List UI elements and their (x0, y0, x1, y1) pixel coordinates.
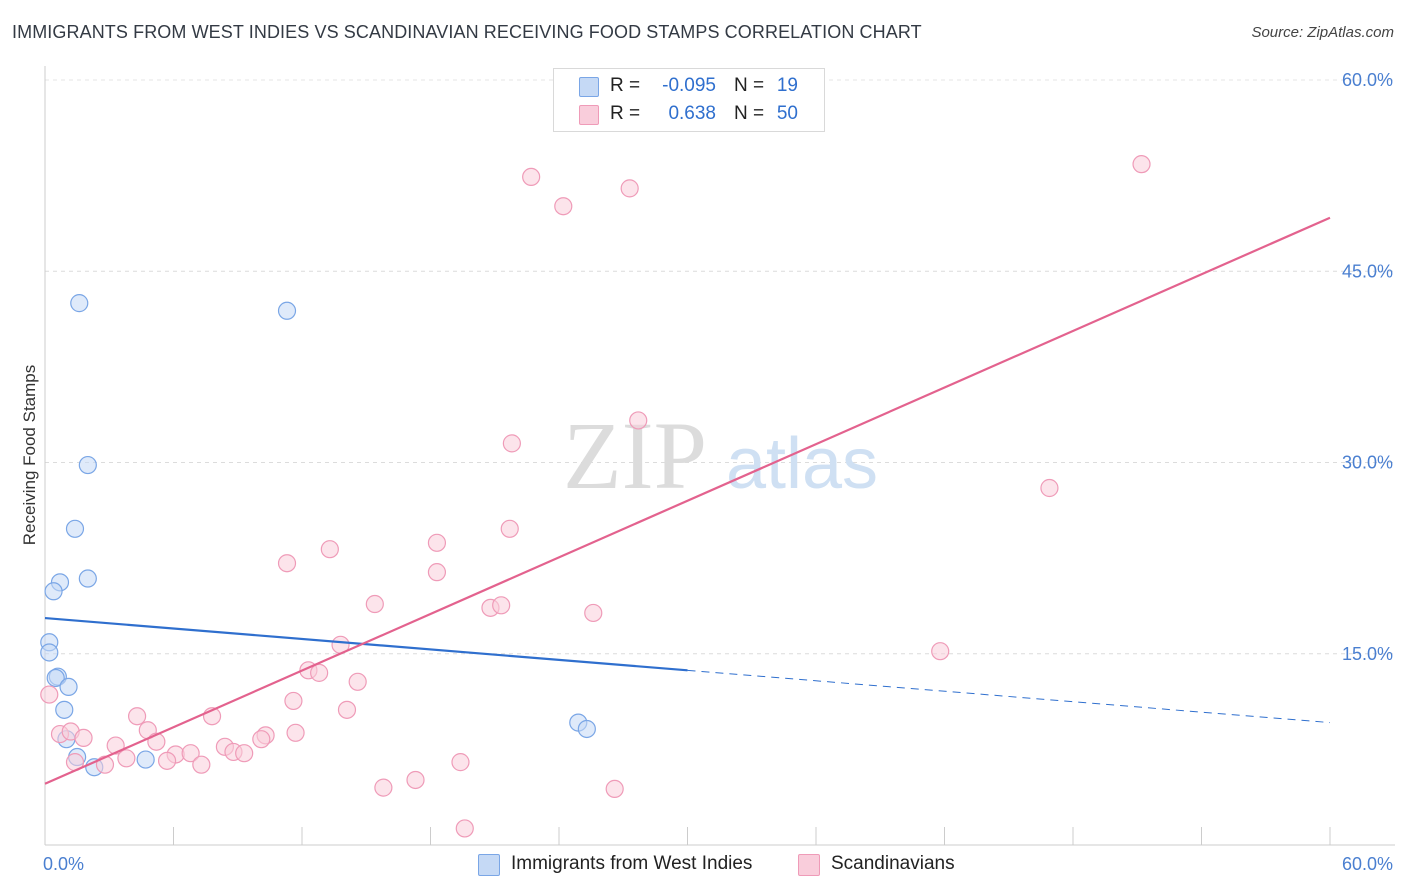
west-indies-trendline-extension (687, 669, 1331, 724)
scandinavians-point (284, 691, 303, 711)
scandinavians-point (95, 755, 115, 774)
west-indies-point (44, 582, 63, 601)
scandinavians-point (374, 778, 393, 797)
scandinavians-point (74, 728, 93, 748)
scandinavians-point (500, 519, 519, 538)
scandinavians-point (337, 700, 357, 719)
west-indies-trendline (44, 616, 688, 672)
west-indies-point (55, 700, 74, 719)
scandinavians-point (502, 434, 521, 453)
scandinavians-point (235, 744, 254, 763)
r-value: -0.095 (662, 75, 716, 96)
west-indies-point (136, 750, 155, 769)
scandinavians-point (286, 723, 305, 742)
scandinavians-point (455, 819, 474, 838)
scandinavians-point (192, 755, 211, 774)
source-credit: Source: ZipAtlas.com (1251, 24, 1394, 41)
scandinavians-point (277, 554, 297, 573)
scandinavians-point (620, 179, 639, 198)
legend-label: Scandinavians (831, 853, 955, 874)
scandinavians-point (492, 596, 511, 615)
scandinavians-point (522, 167, 541, 186)
y-tick-label: 15.0% (1342, 644, 1393, 664)
scandinavians-point (629, 411, 648, 430)
scandinavians-point (181, 744, 200, 763)
watermark-atlas: atlas (726, 424, 878, 504)
n-label: N = (734, 103, 765, 124)
scandinavians-point (451, 753, 470, 772)
west-indies-point (277, 301, 297, 320)
scandinavians-point (365, 594, 384, 614)
scandinavians-point (605, 779, 624, 799)
scandinavians-swatch (579, 105, 599, 125)
scandinavians-point (157, 751, 177, 770)
west-indies-point (40, 643, 59, 662)
scandinavians-trendline (44, 216, 1331, 785)
scandinavians-point (127, 707, 147, 726)
west-indies-point (46, 668, 65, 688)
scandinavians-point (40, 685, 59, 704)
scandinavians-swatch (798, 854, 820, 876)
n-value: 50 (776, 103, 798, 124)
legend-label: Immigrants from West Indies (511, 853, 753, 874)
r-label: R = (610, 75, 641, 96)
scandinavians-point (931, 642, 950, 661)
stats-row-scandinavians: R = 0.638 N = 50 (554, 101, 824, 127)
n-value: 19 (776, 75, 798, 96)
west-indies-point (78, 455, 97, 475)
y-tick-label: 30.0% (1342, 453, 1393, 473)
scandinavians-point (320, 540, 339, 559)
scandinavians-point (584, 603, 603, 623)
stats-row-west-indies: R = -0.095 N = 19 (554, 73, 824, 99)
west-indies-swatch (579, 77, 599, 97)
x-tick-label: 60.0% (1342, 854, 1393, 874)
chart-title: IMMIGRANTS FROM WEST INDIES VS SCANDINAV… (12, 22, 922, 42)
west-indies-point (65, 519, 85, 538)
scandinavians-point (427, 533, 447, 552)
scandinavians-point (1132, 155, 1151, 174)
scandinavians-point (348, 672, 367, 691)
n-label: N = (734, 75, 765, 96)
west-indies-point (70, 294, 89, 313)
scandinavians-point (554, 197, 573, 216)
stats-legend: R = -0.095 N = 19 R = 0.638 N = 50 (553, 68, 825, 132)
west-indies-point (577, 719, 596, 739)
scandinavians-point (427, 563, 447, 582)
west-indies-point (78, 569, 97, 588)
r-value: 0.638 (668, 103, 716, 124)
scandinavians-point (1040, 478, 1059, 498)
scandinavians-point (406, 770, 425, 790)
x-tick-label: 0.0% (43, 854, 84, 874)
y-tick-label: 45.0% (1342, 261, 1393, 281)
scandinavians-point (117, 749, 136, 768)
west-indies-point (59, 677, 78, 697)
west-indies-swatch (478, 854, 500, 876)
scandinavians-point (252, 730, 271, 749)
r-label: R = (610, 103, 641, 124)
scandinavians-point (310, 663, 329, 682)
y-tick-label: 60.0% (1342, 70, 1393, 90)
